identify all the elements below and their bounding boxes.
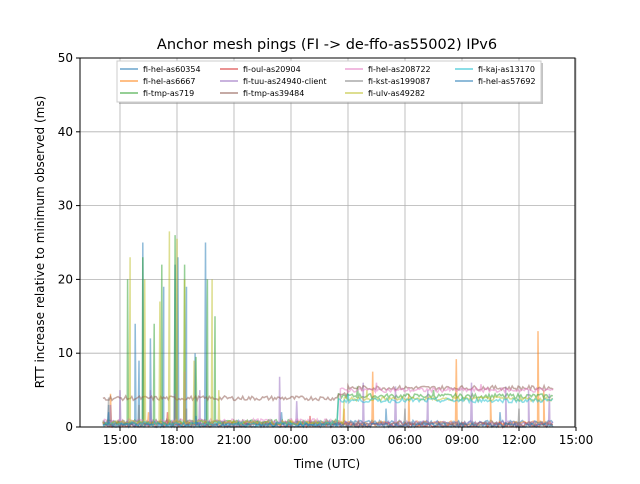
x-tick-label: 18:00 [160,433,195,447]
chart-title: Anchor mesh pings (FI -> de-ffo-as55002)… [157,37,497,53]
series-line-fi-hel-as208722 [102,371,554,426]
legend-label: fi-tuu-as24940-client [243,77,326,86]
x-tick-label: 15:00 [103,433,138,447]
legend-label: fi-hel-as57692 [478,77,536,86]
x-tick-label: 03:00 [331,433,366,447]
legend-label: fi-oul-as20904 [243,65,301,74]
y-tick-label: 0 [65,420,73,434]
x-tick-label: 00:00 [274,433,309,447]
x-tick-label: 06:00 [388,433,423,447]
series-line-fi-hel-as57692 [102,412,554,429]
legend-label: fi-hel-as6667 [143,77,195,86]
y-tick-label: 30 [58,199,73,213]
x-tick-label: 21:00 [217,433,252,447]
y-tick-label: 50 [58,51,73,65]
y-tick-label: 40 [58,125,73,139]
legend-label: fi-ulv-as49282 [368,89,425,98]
plot-frame [79,57,576,428]
y-axis-label: RTT increase relative to minimum observe… [33,96,47,389]
legend-label: fi-tmp-as719 [143,89,194,98]
series-line-fi-ulv-as49282 [102,231,554,427]
y-tick-label: 10 [58,346,73,360]
x-tick-label: 12:00 [502,433,537,447]
x-tick-label: 15:00 [559,433,594,447]
x-axis-label: Time (UTC) [293,457,360,471]
legend-label: fi-kaj-as13170 [478,65,535,74]
legend-label: fi-kst-as199087 [368,77,430,86]
y-tick-label: 20 [58,272,73,286]
x-tick-label: 09:00 [445,433,480,447]
legend: fi-hel-as60354 fi-hel-as6667 fi-tmp-as719 f… [116,60,543,104]
legend-label: fi-hel-as60354 [143,65,201,74]
legend-label: fi-tmp-as39484 [243,89,304,98]
legend-label: fi-hel-as208722 [368,65,431,74]
